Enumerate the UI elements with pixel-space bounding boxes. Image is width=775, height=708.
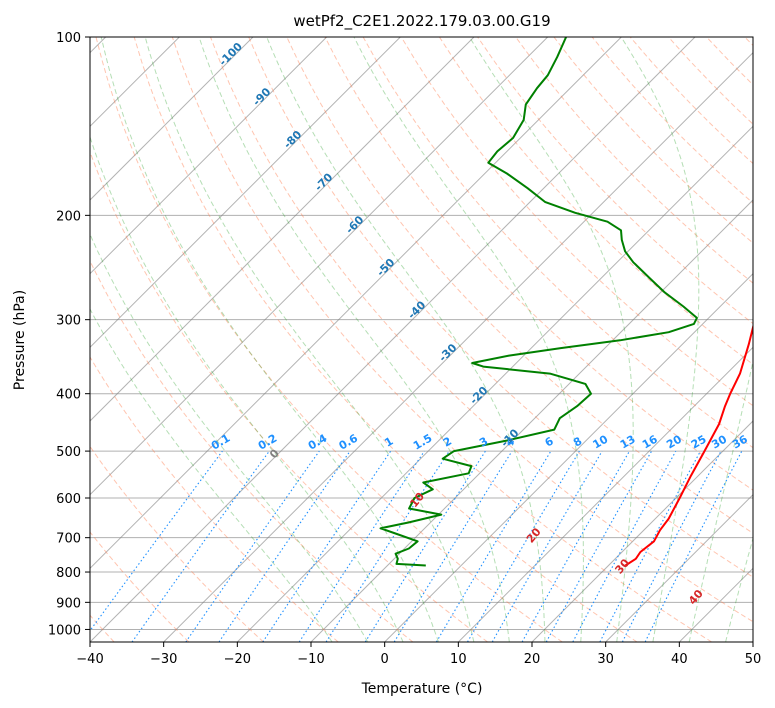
x-tick-label: 0 bbox=[381, 652, 389, 667]
profile-lines bbox=[379, 37, 753, 567]
moist-adiabat-line bbox=[90, 135, 404, 642]
isotherm-line bbox=[90, 37, 401, 349]
temperature-profile-line bbox=[624, 323, 753, 567]
isotherm-line bbox=[236, 125, 753, 642]
background-lines bbox=[90, 37, 753, 642]
x-tick-label: 10 bbox=[450, 652, 467, 667]
dry-adiabat-line bbox=[90, 445, 264, 642]
x-tick-label: −30 bbox=[150, 652, 177, 667]
isotherm-line bbox=[310, 199, 753, 642]
dry-adiabat-line bbox=[400, 37, 753, 407]
y-axis-label: Pressure (hPa) bbox=[12, 290, 28, 390]
moist-adiabat-line bbox=[90, 232, 369, 642]
mixing-ratio-line bbox=[545, 450, 653, 642]
dry-adiabat-line bbox=[95, 37, 563, 642]
dry-adiabat-line bbox=[438, 37, 753, 366]
y-tick-label: 100 bbox=[56, 31, 81, 46]
y-tick-label: 900 bbox=[56, 596, 81, 611]
y-tick-label: 800 bbox=[56, 566, 81, 581]
x-tick-label: 50 bbox=[745, 652, 762, 667]
isotherm-line bbox=[90, 37, 696, 642]
dewpoint-profile-line bbox=[379, 37, 698, 567]
isotherm-line bbox=[531, 420, 753, 642]
x-tick-label: 30 bbox=[597, 652, 614, 667]
moist-adiabat-line bbox=[198, 37, 510, 642]
chart-title: wetPf2_C2E1.2022.179.03.00.G19 bbox=[293, 12, 550, 31]
mixing-ratio-line bbox=[521, 450, 630, 642]
x-axis-label: Temperature (°C) bbox=[361, 681, 483, 697]
isotherm-line bbox=[384, 272, 753, 642]
isotherm-line bbox=[90, 37, 549, 496]
dry-adiabat-line bbox=[90, 259, 414, 642]
mixing-ratio-line bbox=[131, 450, 270, 642]
dry-adiabat-line bbox=[90, 150, 488, 642]
dry-adiabat-line bbox=[210, 37, 753, 623]
y-tick-label: 200 bbox=[56, 209, 81, 224]
dry-adiabat-line bbox=[324, 37, 753, 491]
mixing-ratio-line bbox=[218, 450, 351, 642]
mixing-ratio-line bbox=[572, 450, 677, 642]
isotherm-line bbox=[163, 51, 753, 642]
isotherm-line bbox=[90, 37, 254, 201]
mixing-ratio-line bbox=[298, 450, 425, 642]
isotherm-line bbox=[457, 346, 753, 642]
mixing-ratio-line bbox=[90, 450, 223, 632]
x-tick-label: −20 bbox=[224, 652, 251, 667]
x-tick-label: 40 bbox=[671, 652, 688, 667]
x-tick-label: −10 bbox=[297, 652, 324, 667]
dry-adiabat-line bbox=[171, 37, 712, 642]
y-tick-label: 600 bbox=[56, 492, 81, 507]
moist-adiabat-line bbox=[100, 37, 439, 642]
y-tick-label: 700 bbox=[56, 532, 81, 547]
moist-adiabat-line bbox=[725, 536, 753, 642]
y-tick-label: 400 bbox=[56, 388, 81, 403]
dry-adiabat-line bbox=[133, 37, 638, 642]
moist-adiabat-line bbox=[353, 37, 584, 642]
dry-adiabat-line bbox=[515, 37, 753, 284]
mixing-ratio-line bbox=[644, 450, 743, 642]
isotherm-line bbox=[90, 37, 475, 422]
dry-adiabat-line bbox=[90, 531, 190, 642]
moist-adiabat-line bbox=[90, 308, 333, 642]
y-tick-label: 500 bbox=[56, 445, 81, 460]
x-tick-label: 20 bbox=[524, 652, 541, 667]
isotherm-line bbox=[605, 493, 753, 642]
mixing-ratio-line bbox=[393, 450, 513, 642]
isotherm-line bbox=[90, 37, 622, 570]
y-axis: 100 200 300 400 500 600 700 800 900 1000 bbox=[48, 31, 90, 638]
moist-adiabat-line bbox=[620, 37, 700, 642]
mixing-ratio-line bbox=[325, 450, 450, 642]
plot-frame bbox=[89, 36, 754, 643]
dry-adiabat-line bbox=[248, 37, 753, 578]
isotherm-line bbox=[90, 37, 328, 275]
moist-adiabat-line bbox=[144, 37, 475, 642]
y-tick-label: 1000 bbox=[48, 623, 81, 638]
moist-adiabat-line bbox=[266, 37, 546, 642]
x-axis: −40 −30 −20 −10 0 10 20 30 40 50 bbox=[76, 642, 761, 667]
y-tick-label: 300 bbox=[56, 314, 81, 329]
x-tick-label: −40 bbox=[76, 652, 103, 667]
moist-adiabat-line bbox=[688, 358, 753, 642]
mixing-ratio-line bbox=[262, 450, 392, 642]
dry-adiabat-line bbox=[90, 356, 339, 642]
mixing-ratio-line bbox=[185, 450, 320, 642]
